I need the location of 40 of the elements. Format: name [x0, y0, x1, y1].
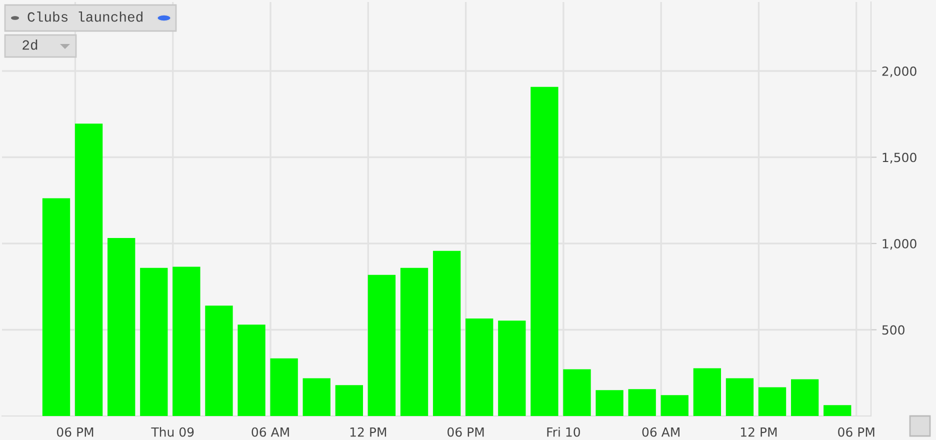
bar	[400, 268, 428, 416]
bar	[432, 250, 461, 416]
bar	[530, 86, 558, 416]
bar	[205, 306, 233, 416]
annotation: 2d	[22, 40, 38, 50]
x-tick-label: Thu 09	[151, 427, 194, 437]
bar	[726, 378, 754, 416]
bar	[563, 369, 591, 416]
x-tick-label: 06 AM	[642, 427, 680, 437]
bar	[596, 390, 624, 416]
bar	[758, 387, 786, 416]
text: Clubs launched	[28, 12, 142, 22]
bar	[74, 124, 103, 416]
bar	[302, 378, 330, 416]
bar	[172, 266, 200, 416]
x-tick-label: 12 PM	[740, 427, 777, 437]
bar	[238, 324, 266, 416]
x-tick-label: 06 AM	[252, 427, 289, 437]
x-tick-label: 06 PM	[838, 427, 874, 437]
bar	[466, 318, 494, 416]
bar	[498, 320, 526, 416]
y-tick-label: 2,000	[882, 66, 916, 78]
bar	[108, 238, 136, 416]
x-tick-label: 06 PM	[56, 427, 94, 437]
bar	[335, 385, 363, 416]
y-tick-label: 1,500	[882, 152, 916, 164]
bar	[628, 389, 656, 416]
bar	[368, 274, 396, 416]
x-tick-label: 06 PM	[448, 427, 484, 437]
bar	[42, 198, 70, 416]
bar	[140, 268, 168, 416]
bar	[270, 358, 298, 416]
bar	[824, 405, 852, 416]
y-tick-label: 1,000	[882, 238, 916, 250]
bar	[693, 368, 722, 416]
x-tick-label: 12 PM	[350, 427, 386, 437]
y-tick-label: 500	[882, 325, 904, 335]
x-tick-label: Fri 10	[547, 427, 580, 437]
bar	[790, 379, 819, 416]
bar	[660, 395, 688, 416]
